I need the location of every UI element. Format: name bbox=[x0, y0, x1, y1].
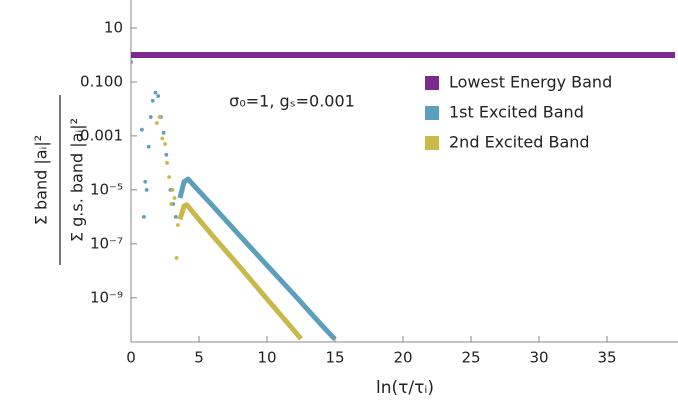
y-tick-label: 0.001 bbox=[80, 126, 123, 144]
data-point bbox=[144, 187, 149, 192]
data-point bbox=[169, 202, 174, 206]
plot-area bbox=[131, 51, 675, 341]
data-point bbox=[172, 196, 177, 200]
legend-label: 1st Excited Band bbox=[449, 103, 584, 122]
data-point bbox=[160, 136, 165, 141]
annotation: σ₀=1, gₛ=0.001 bbox=[229, 92, 355, 111]
data-point bbox=[173, 214, 178, 219]
data-point bbox=[153, 90, 158, 95]
y-tick-label: 0.100 bbox=[80, 72, 123, 90]
x-tick-label: 10 bbox=[257, 349, 276, 367]
legend-swatch bbox=[425, 136, 439, 150]
x-tick-label: 30 bbox=[529, 349, 548, 367]
data-point bbox=[170, 187, 175, 192]
data-point bbox=[163, 142, 167, 146]
y-tick-label: 10⁻⁷ bbox=[90, 234, 123, 252]
legend-label: 2nd Excited Band bbox=[449, 133, 590, 152]
y-tick-label: 10 bbox=[104, 18, 123, 36]
data-point bbox=[150, 98, 155, 103]
data-point bbox=[161, 130, 166, 135]
x-tick-label: 20 bbox=[393, 349, 412, 367]
data-point bbox=[131, 60, 133, 64]
y-label-denominator: Σ g.s. band |aᵢ|² bbox=[68, 118, 87, 242]
data-point bbox=[165, 160, 169, 165]
data-point bbox=[148, 115, 153, 119]
data-point bbox=[174, 256, 179, 260]
legend-swatch bbox=[425, 76, 439, 90]
data-point bbox=[146, 144, 151, 149]
data-point bbox=[143, 179, 148, 184]
series-line bbox=[177, 202, 303, 341]
x-tick-label: 25 bbox=[461, 349, 480, 367]
data-point bbox=[157, 115, 162, 119]
data-point bbox=[142, 214, 146, 219]
x-tick-label: 15 bbox=[325, 349, 344, 367]
legend-swatch bbox=[425, 106, 439, 120]
x-tick-label: 0 bbox=[126, 349, 136, 367]
data-point bbox=[156, 94, 161, 98]
y-axis-label: Σ band |aᵢ|² Σ g.s. band |aᵢ|² bbox=[32, 95, 87, 265]
data-point bbox=[154, 121, 159, 125]
y-tick-label: 10⁻⁹ bbox=[90, 288, 123, 306]
x-axis-label: ln(τ/τᵢ) bbox=[376, 378, 434, 398]
y-tick-label: 10⁻⁵ bbox=[90, 180, 123, 198]
data-point bbox=[167, 175, 171, 179]
data-point bbox=[176, 223, 180, 227]
data-point bbox=[139, 127, 144, 132]
x-tick-label: 35 bbox=[597, 349, 616, 367]
series-line bbox=[177, 176, 337, 341]
data-point bbox=[164, 152, 169, 157]
legend-label: Lowest Energy Band bbox=[449, 73, 612, 92]
x-tick-label: 5 bbox=[194, 349, 204, 367]
y-label-numerator: Σ band |aᵢ|² bbox=[32, 135, 51, 225]
